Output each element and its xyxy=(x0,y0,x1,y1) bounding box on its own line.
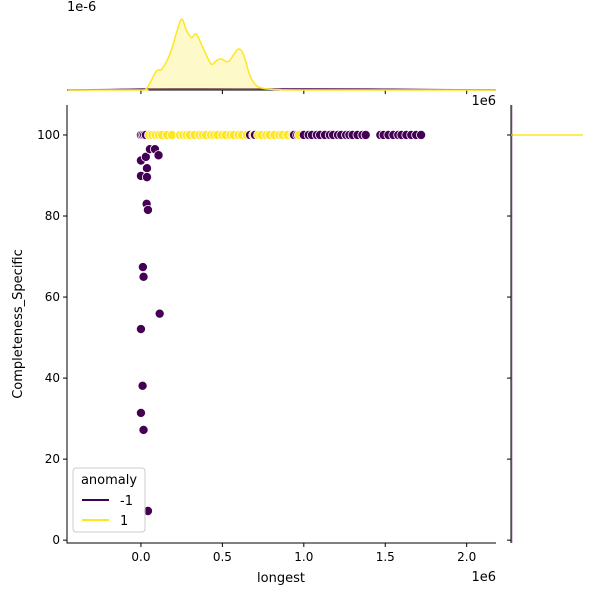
x-offset-text-top: 1e6 xyxy=(471,94,496,109)
x-tick-label: 1.0 xyxy=(294,550,313,564)
x-tick-label: 0.0 xyxy=(131,550,150,564)
x-tick-label: 2.0 xyxy=(457,550,476,564)
legend-label-minus1: -1 xyxy=(120,494,133,509)
x-offset-text: 1e6 xyxy=(471,570,496,585)
scatter-point xyxy=(416,129,427,140)
kde-line-1 xyxy=(67,18,496,91)
scatter-point xyxy=(135,324,146,335)
scatter-point xyxy=(138,271,149,282)
scatter-point xyxy=(360,129,371,140)
legend-title: anomaly xyxy=(81,473,137,488)
scatter-point xyxy=(141,163,152,174)
y-tick-label: 80 xyxy=(45,209,60,223)
y-tick-label: 20 xyxy=(45,452,60,466)
main-axes: 0.0 0.5 1.0 1.5 2.0 0 20 40 60 80 100 xyxy=(37,105,496,564)
top-marginal-offset-text: 1e-6 xyxy=(67,0,96,15)
x-axis-label: longest xyxy=(257,571,305,586)
y-tick-label: 100 xyxy=(37,128,60,142)
legend-label-1: 1 xyxy=(120,514,128,529)
y-tick-label: 60 xyxy=(45,290,60,304)
y-tick-label: 0 xyxy=(52,533,60,547)
scatter-point xyxy=(142,204,153,215)
x-tick-label: 1.5 xyxy=(376,550,395,564)
scatter-point xyxy=(153,150,164,161)
scatter-point xyxy=(135,407,146,418)
x-tick-label: 0.5 xyxy=(213,550,232,564)
top-marginal-axes xyxy=(67,18,497,94)
y-axis-label: Completeness_Specific xyxy=(11,249,26,399)
scatter-point xyxy=(138,424,149,435)
scatter-point xyxy=(141,172,152,183)
legend: anomaly -1 1 xyxy=(72,467,146,533)
y-tick-label: 40 xyxy=(45,371,60,385)
scatter-point xyxy=(154,308,165,319)
right-marginal-axes xyxy=(507,105,583,543)
scatter-point xyxy=(140,151,151,162)
scatter-point xyxy=(137,262,148,273)
kde-fill-1 xyxy=(67,19,496,91)
scatter-point xyxy=(137,380,148,391)
